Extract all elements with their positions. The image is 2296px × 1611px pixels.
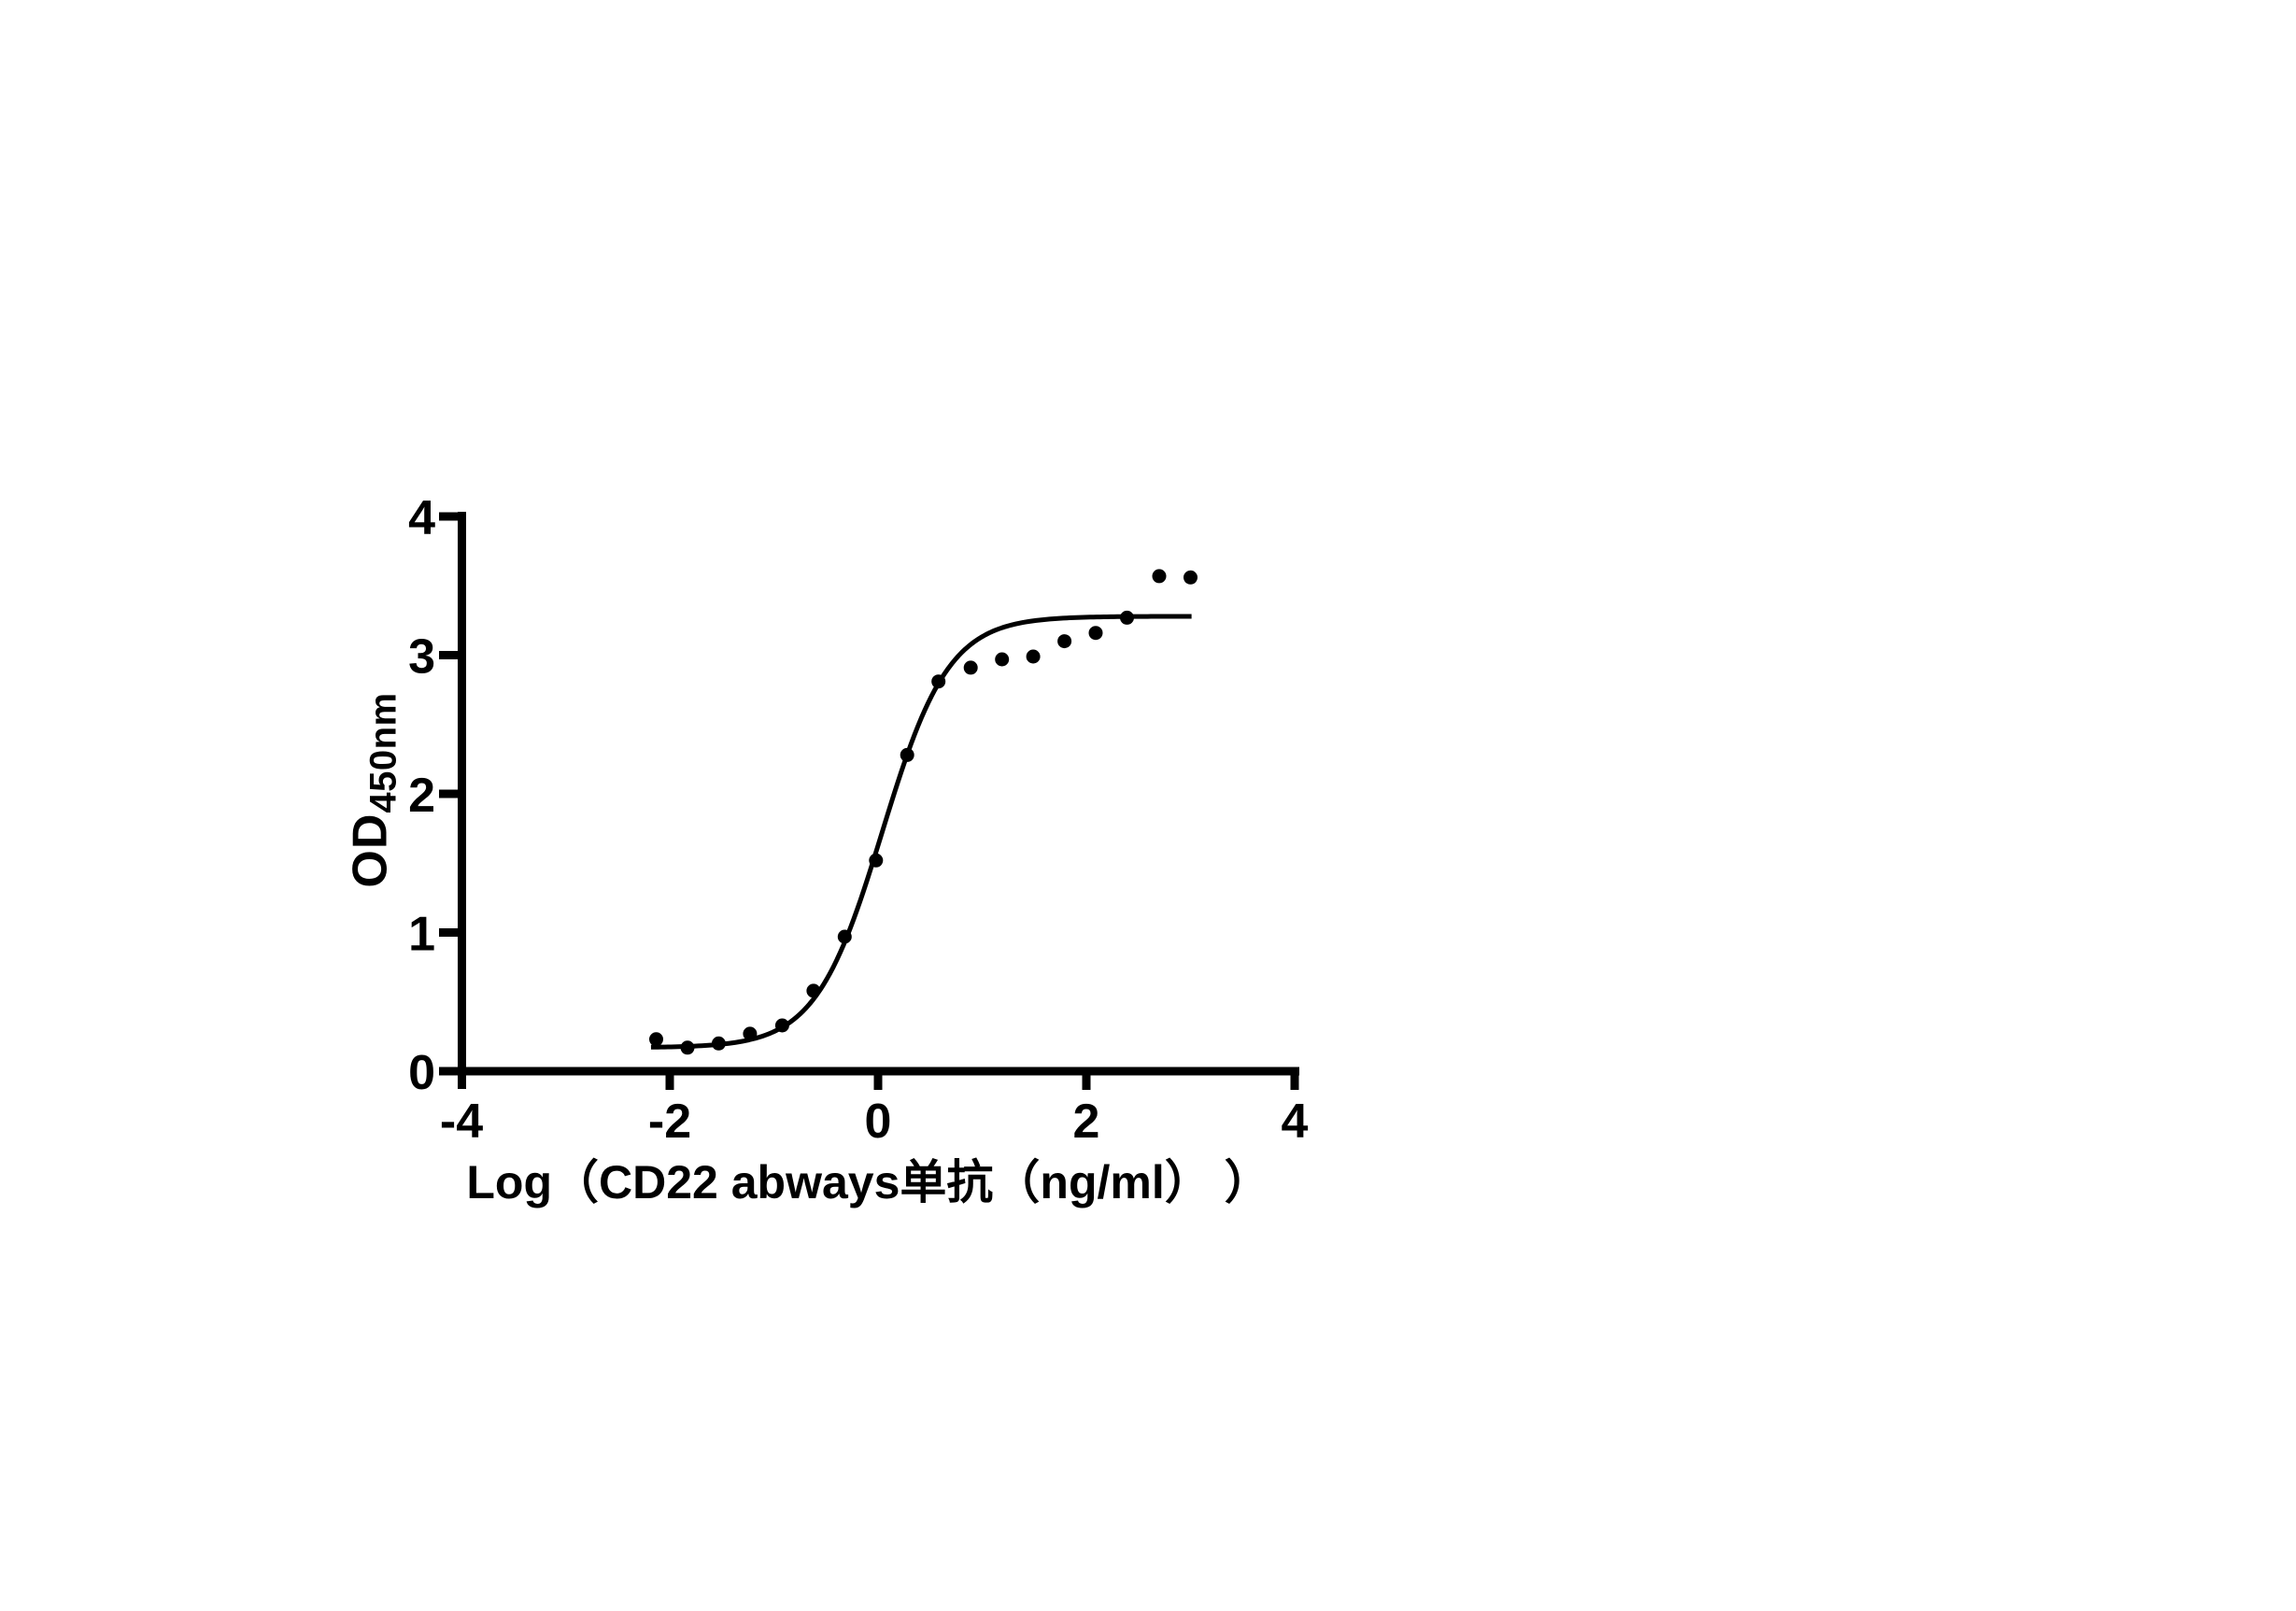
axes bbox=[439, 512, 1299, 1090]
y-axis-title: OD450nm bbox=[343, 692, 405, 887]
y-tick-label-3: 3 bbox=[408, 630, 435, 685]
data-point-10 bbox=[963, 660, 978, 675]
data-point-12 bbox=[1026, 649, 1041, 664]
data-point-3 bbox=[743, 1026, 758, 1041]
x-tick-label-0: 0 bbox=[865, 1095, 892, 1149]
data-point-14 bbox=[1088, 626, 1103, 641]
data-point-7 bbox=[869, 853, 884, 868]
data-point-0 bbox=[649, 1032, 663, 1047]
fit-curve bbox=[650, 614, 1192, 1050]
y-axis-title-sub: 450nm bbox=[362, 692, 404, 813]
x-tick-label-2: 2 bbox=[1073, 1095, 1100, 1149]
data-point-9 bbox=[931, 674, 946, 689]
data-point-4 bbox=[774, 1018, 789, 1033]
data-points bbox=[649, 569, 1198, 1055]
x-tick-label--4: -4 bbox=[440, 1095, 483, 1149]
tick-labels: 0 1 2 3 4 -4 -2 0 2 4 bbox=[408, 491, 1308, 1149]
x-axis-title: Log（CD22 abways单抗（ng/ml） ） bbox=[466, 1156, 1271, 1208]
data-point-2 bbox=[711, 1036, 726, 1051]
data-point-17 bbox=[1183, 570, 1198, 585]
data-point-16 bbox=[1152, 569, 1167, 584]
data-point-13 bbox=[1057, 634, 1072, 649]
y-tick-label-2: 2 bbox=[408, 769, 435, 823]
data-point-8 bbox=[900, 747, 914, 762]
y-tick-label-1: 1 bbox=[408, 908, 435, 962]
y-tick-label-0: 0 bbox=[408, 1046, 435, 1100]
data-point-15 bbox=[1120, 610, 1134, 625]
y-axis-title-main: OD bbox=[343, 813, 398, 888]
data-point-5 bbox=[806, 983, 821, 998]
y-tick-label-4: 4 bbox=[408, 491, 435, 545]
x-tick-label-4: 4 bbox=[1282, 1095, 1309, 1149]
data-point-6 bbox=[837, 929, 852, 944]
x-tick-label--2: -2 bbox=[648, 1095, 691, 1149]
data-point-1 bbox=[680, 1040, 695, 1055]
data-point-11 bbox=[995, 652, 1010, 667]
